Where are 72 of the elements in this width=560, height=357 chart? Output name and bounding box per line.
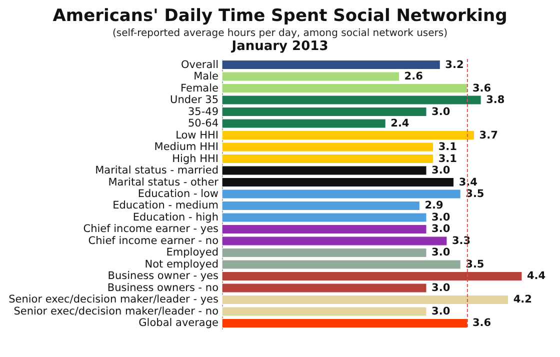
y-tick-label: Business owner - yes [108,270,218,282]
bar [222,306,427,316]
data-label: 3.1 [438,152,457,165]
y-tick-label: Senior exec/decision maker/leader - no [14,305,218,318]
bar [222,200,420,211]
data-label: 3.0 [432,212,450,224]
data-label: 3.0 [432,246,450,259]
y-tick-label: Medium HHI [154,141,218,154]
data-label: 4.2 [513,294,532,306]
bar [222,283,427,293]
y-tick-label: Male [194,70,218,83]
bar [222,294,509,305]
data-label: 2.6 [404,70,423,83]
data-label: 2.4 [390,118,410,130]
y-tick-label: 50-64 [188,118,219,130]
bar [222,106,427,117]
y-tick-label: Female [180,82,218,94]
data-label: 3.1 [438,141,457,154]
bar [222,166,427,176]
bar [222,212,427,222]
data-label: 3.5 [466,258,484,270]
y-tick-label: Education - low [138,188,219,200]
data-label: 3.2 [445,58,464,71]
y-tick-label: Global average [138,317,218,330]
chart-title: Americans' Daily Time Spent Social Networking [52,6,508,26]
bar [222,83,468,94]
bar [222,177,454,188]
y-tick-label: Chief income earner - no [88,234,218,247]
y-tick-label: Marital status - other [108,176,220,188]
bar [222,260,461,270]
bar [222,154,434,164]
data-label: 3.3 [452,234,471,247]
bar [222,118,386,128]
bar [222,142,434,152]
y-tick-label: Marital status - married [95,164,218,176]
y-tick-label: Overall [180,58,218,71]
bar [222,189,461,199]
data-label: 4.4 [527,270,546,282]
chart-subtitle: (self-reported average hours per day, among social network users) [111,28,449,39]
bar [222,271,522,282]
bar [222,130,475,140]
data-label: 3.6 [472,317,492,330]
data-label: 2.9 [424,200,444,212]
bar [222,95,482,105]
data-label: 3.6 [472,82,492,94]
text: January 2013 [230,39,330,54]
data-label: 3.0 [432,282,450,294]
bar [222,60,440,70]
data-label: 3.0 [432,305,450,318]
data-label: 3.8 [486,94,505,106]
y-tick-label: 35-49 [188,106,218,118]
y-tick-label: Employed [166,246,218,259]
bar [222,224,427,234]
bar [222,236,448,246]
data-label: 3.7 [479,129,498,142]
data-label: 3.0 [432,164,450,176]
y-tick-label: Low HHI [176,129,218,142]
y-tick-label: Under 35 [170,94,218,106]
bar [222,72,400,82]
y-tick-label: Not employed [144,258,218,270]
data-label: 3.4 [458,176,478,188]
y-tick-label: Chief income earner - yes [83,223,218,236]
y-tick-label: Senior exec/decision maker/leader - yes [8,294,218,306]
data-label: 3.0 [432,223,450,236]
data-label: 3.5 [466,188,484,200]
y-tick-label: Education - high [132,212,218,224]
bar [222,318,468,328]
y-tick-label: High HHI [172,152,218,165]
bar [222,248,427,258]
y-tick-label: Business owners - no [107,282,218,294]
data-label: 3.0 [432,106,450,118]
y-tick-label: Education - medium [112,200,218,212]
